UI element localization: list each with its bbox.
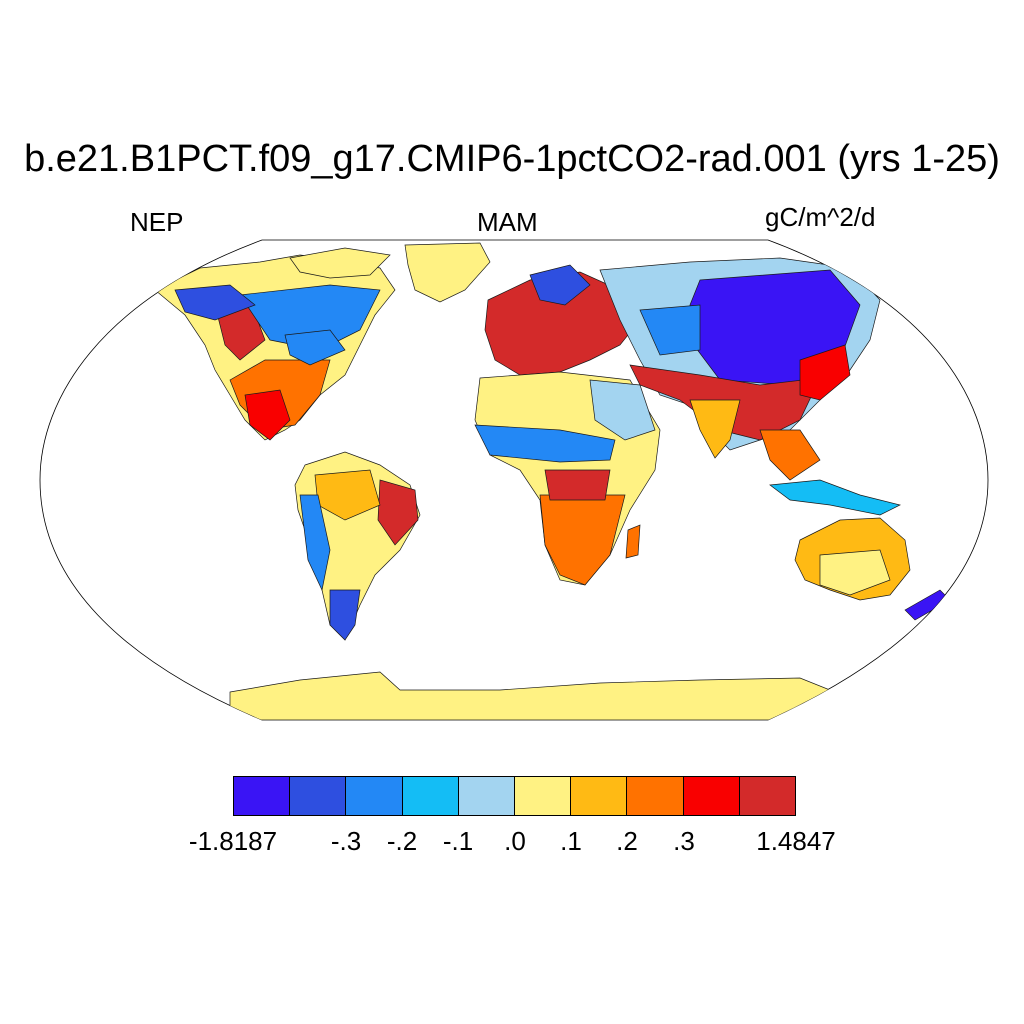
sa-andes — [299, 494, 331, 592]
colorbar-swatch — [739, 777, 796, 815]
colorbar-swatch — [627, 777, 684, 815]
sa-brazil-east — [377, 479, 419, 546]
sa-south — [329, 589, 361, 641]
africa-sahel-blue — [474, 424, 616, 463]
colorbar-label: .1 — [560, 826, 582, 856]
colorbar-label: .2 — [616, 826, 638, 856]
india — [689, 399, 741, 459]
colorbar-swatch — [402, 777, 459, 815]
central-asia-blue — [639, 304, 701, 356]
madagascar — [625, 524, 641, 559]
colorbar-label: .3 — [673, 826, 695, 856]
colorbar-swatch — [515, 777, 572, 815]
colorbar-label: .0 — [504, 826, 526, 856]
colorbar-label: -.2 — [386, 826, 418, 856]
scandinavia — [529, 264, 591, 306]
colorbar-label: -.1 — [442, 826, 474, 856]
australia-interior — [819, 549, 891, 596]
colorbar-label: -1.8187 — [188, 826, 278, 856]
indonesia — [769, 479, 902, 516]
na-south-red — [244, 389, 291, 441]
colorbar-swatch — [683, 777, 740, 815]
colorbar — [233, 776, 796, 816]
na-great-lakes — [284, 329, 346, 366]
greenland — [404, 242, 491, 303]
colorbar-swatch — [234, 777, 291, 815]
colorbar-swatch — [458, 777, 516, 815]
africa-east — [589, 379, 656, 441]
colorbar-swatch — [346, 777, 403, 815]
variable-label: NEP — [130, 207, 184, 237]
africa-congo — [544, 469, 611, 501]
arctic-islands — [289, 247, 391, 279]
east-asia-red — [799, 344, 851, 401]
colorbar-swatch — [290, 777, 347, 815]
southeast-asia — [759, 429, 821, 481]
plot-title: b.e21.B1PCT.f09_g17.CMIP6-1pctCO2-rad.00… — [24, 138, 1000, 180]
colorbar-label: 1.4847 — [756, 826, 836, 856]
africa-south — [539, 494, 626, 586]
colorbar-swatch — [571, 777, 628, 815]
antarctica — [229, 671, 831, 720]
na-canada-deep — [174, 284, 256, 321]
colorbar-label: -.3 — [330, 826, 362, 856]
na-canada-blue — [239, 284, 381, 351]
units-label: gC/m^2/d — [765, 202, 876, 232]
season-label: MAM — [477, 207, 538, 237]
